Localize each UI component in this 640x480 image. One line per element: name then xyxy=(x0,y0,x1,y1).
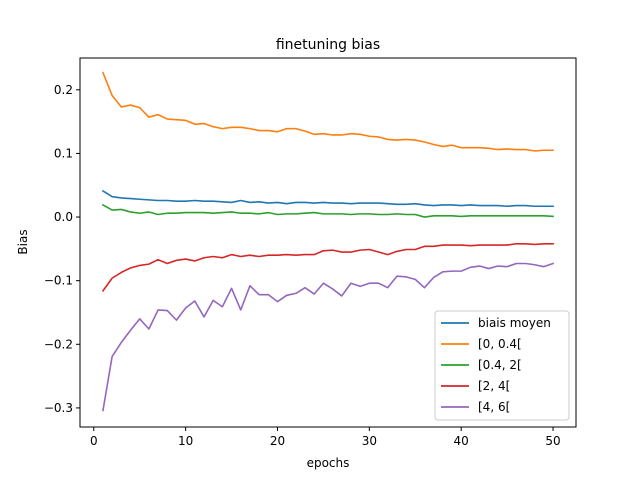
x-tick-label: 40 xyxy=(454,434,469,448)
series-line-3 xyxy=(101,242,554,292)
legend-box xyxy=(434,310,570,421)
y-tick-label: −0.1 xyxy=(44,274,73,288)
legend: biais moyen [0, 0.4[ [0.4, 2[ [2, 4[ [4, 6[ xyxy=(434,310,570,421)
legend-entry-label: biais moyen xyxy=(478,316,551,330)
y-tick-label: −0.2 xyxy=(44,337,73,351)
y-tick-label: −0.3 xyxy=(44,401,73,415)
axes-frame xyxy=(79,57,577,428)
series-line-0 xyxy=(101,189,554,208)
x-tick-label: 30 xyxy=(362,434,377,448)
y-axis-ticks: −0.3 −0.2 −0.1 0.0 0.1 0.2 xyxy=(44,83,80,415)
legend-entry-label: [2, 4[ xyxy=(478,379,510,393)
series-line-1 xyxy=(101,71,554,152)
x-tick-label: 10 xyxy=(178,434,193,448)
series-line-2 xyxy=(101,203,554,218)
legend-entry-label: [4, 6[ xyxy=(478,400,510,414)
y-tick-label: 0.2 xyxy=(54,83,73,97)
series-line-4 xyxy=(102,262,555,412)
y-axis-label: Bias xyxy=(16,229,30,254)
y-tick-label: 0.1 xyxy=(54,146,73,160)
x-axis-label: epochs xyxy=(307,456,350,470)
series-lines xyxy=(101,71,555,412)
x-axis-ticks: 0 10 20 30 40 50 xyxy=(90,427,561,448)
legend-entry-label: [0.4, 2[ xyxy=(478,358,522,372)
x-tick-label: 20 xyxy=(270,434,285,448)
y-tick-label: 0.0 xyxy=(54,210,73,224)
legend-entry-label: [0, 0.4[ xyxy=(478,337,522,351)
chart-title: finetuning bias xyxy=(276,37,380,53)
x-tick-label: 50 xyxy=(545,434,560,448)
x-tick-label: 0 xyxy=(90,434,98,448)
